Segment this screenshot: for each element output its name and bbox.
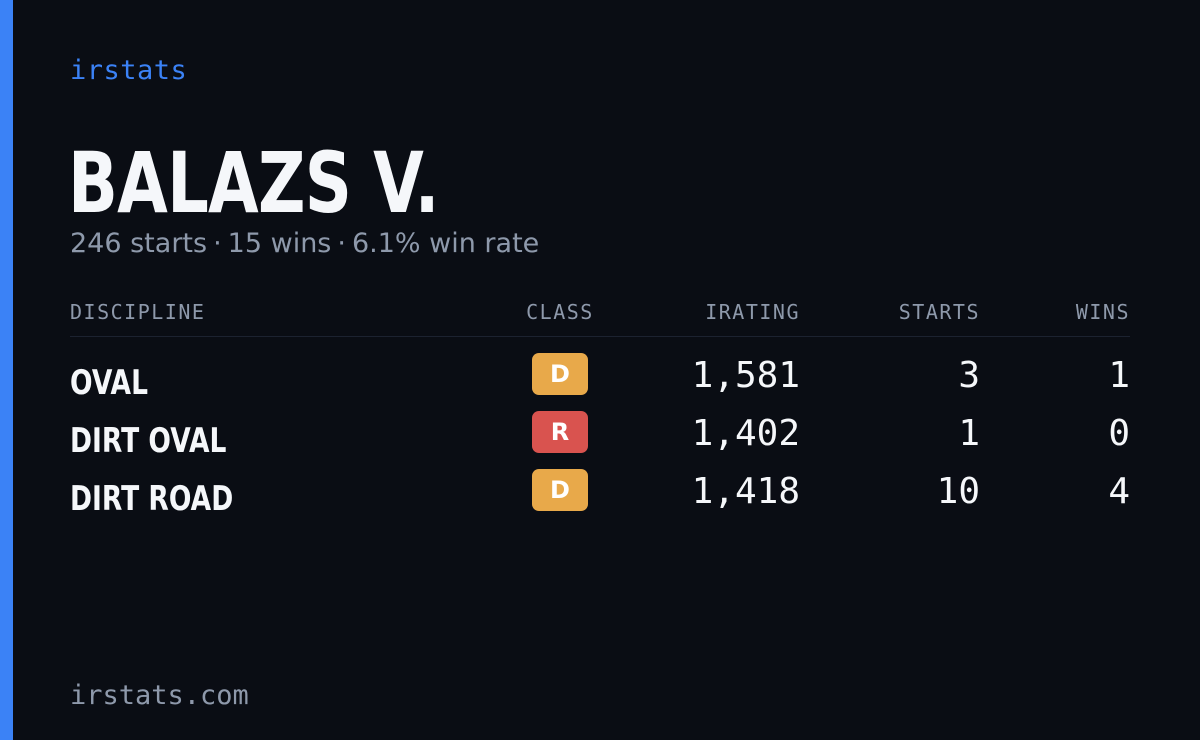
header-starts: STARTS — [898, 300, 980, 324]
discipline-name: DIRT OVAL — [70, 421, 227, 461]
irating-value: 1,418 — [691, 471, 800, 512]
brand-logo: irstats — [70, 55, 188, 86]
class-badge: D — [532, 353, 588, 395]
starts-value: 3 — [958, 355, 980, 396]
table-body: OVAL D 1,581 3 1 DIRT OVAL R 1,402 1 0 D… — [70, 353, 1130, 527]
discipline-name: DIRT ROAD — [70, 479, 234, 519]
summary-separator: · — [213, 228, 222, 259]
win-rate-summary: 6.1% win rate — [351, 228, 540, 259]
accent-bar — [0, 0, 13, 740]
table-header: DISCIPLINE CLASS IRATING STARTS WINS — [70, 300, 1130, 337]
driver-name: BALAZS V. — [68, 134, 440, 232]
wins-value: 4 — [1108, 471, 1130, 512]
irating-value: 1,402 — [691, 413, 800, 454]
header-class: CLASS — [526, 300, 594, 324]
header-irating: IRATING — [705, 300, 800, 324]
wins-summary: 15 wins — [227, 228, 332, 259]
starts-value: 1 — [958, 413, 980, 454]
wins-value: 0 — [1108, 413, 1130, 454]
discipline-table: DISCIPLINE CLASS IRATING STARTS WINS OVA… — [70, 300, 1130, 527]
footer-url: irstats.com — [70, 680, 249, 711]
class-badge: D — [532, 469, 588, 511]
header-discipline: DISCIPLINE — [70, 300, 206, 324]
table-row: DIRT ROAD D 1,418 10 4 — [70, 469, 1130, 527]
driver-summary: 246 starts · 15 wins · 6.1% win rate — [70, 228, 539, 259]
class-badge: R — [532, 411, 588, 453]
starts-value: 10 — [936, 471, 980, 512]
irating-value: 1,581 — [691, 355, 800, 396]
table-row: OVAL D 1,581 3 1 — [70, 353, 1130, 411]
discipline-name: OVAL — [70, 363, 148, 403]
summary-separator: · — [337, 228, 346, 259]
table-row: DIRT OVAL R 1,402 1 0 — [70, 411, 1130, 469]
header-wins: WINS — [1075, 300, 1130, 324]
starts-summary: 246 starts — [70, 228, 208, 259]
wins-value: 1 — [1108, 355, 1130, 396]
